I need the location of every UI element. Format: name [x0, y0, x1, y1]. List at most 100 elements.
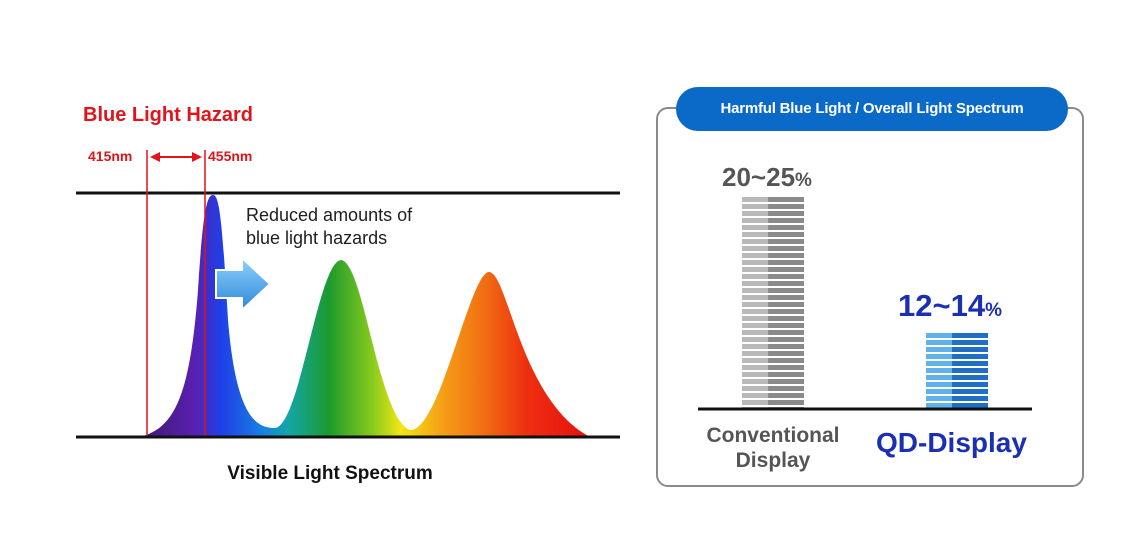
conventional-display-label: Conventional Display [698, 423, 848, 473]
conventional-value-number: 20~25 [722, 162, 796, 192]
qd-bar-stripe [952, 354, 988, 359]
conventional-bar-stripe [768, 204, 804, 209]
spectrum-caption: Visible Light Spectrum [227, 463, 433, 484]
conventional-bar-stripe [768, 218, 804, 223]
conventional-bar-stripe [768, 372, 804, 377]
spectrum-curve [140, 195, 590, 437]
annotation-line-1: Reduced amounts of [246, 205, 413, 225]
conventional-bar-stripe [742, 197, 769, 202]
conventional-bar-stripe [742, 211, 769, 216]
conventional-bar-stripe [768, 393, 804, 398]
conventional-bar-stripe [742, 218, 769, 223]
conventional-bar-stripe [742, 232, 769, 237]
conventional-bar-stripe [768, 330, 804, 335]
conventional-bar-stripe [742, 309, 769, 314]
qd-bar-stripe [926, 368, 953, 373]
conventional-bar-stripe [742, 225, 769, 230]
conventional-bar-stripe [768, 365, 804, 370]
conventional-bar-stripe [768, 239, 804, 244]
qd-bar-stripe [926, 403, 953, 408]
conventional-bar-stripe [742, 372, 769, 377]
qd-bar-stripe [952, 375, 988, 380]
conventional-bar-stripe [742, 358, 769, 363]
range-start-label: 415nm [88, 148, 133, 164]
blue-light-hazard-title: Blue Light Hazard [83, 104, 254, 126]
conventional-bar-stripe [768, 232, 804, 237]
conventional-bar-stripe [768, 309, 804, 314]
reduced-hazards-annotation: Reduced amounts of blue light hazards [246, 204, 412, 250]
conventional-bar-stripe [768, 344, 804, 349]
conventional-bar-stripe [742, 386, 769, 391]
conventional-bar-stripe [742, 253, 769, 258]
qd-bar-stripe [952, 389, 988, 394]
conventional-bar-stripe [742, 330, 769, 335]
conventional-bar-stripe [742, 281, 769, 286]
qd-bar-stripe [952, 361, 988, 366]
conventional-bar-stripe [768, 400, 804, 405]
qd-bar-stripe [952, 403, 988, 408]
conventional-bar-stripe [768, 246, 804, 251]
panel-header: Harmful Blue Light / Overall Light Spect… [676, 87, 1068, 131]
conventional-bar-stripe [768, 267, 804, 272]
conventional-bar-stripe [768, 386, 804, 391]
qd-bar-stripe [926, 375, 953, 380]
conventional-bar-stripe [742, 393, 769, 398]
conventional-bar-stripe [768, 316, 804, 321]
qd-bar-stripe [926, 340, 953, 345]
range-arrowhead-left [150, 152, 160, 162]
qd-bar-stripe [926, 389, 953, 394]
conventional-bar-stripe [742, 400, 769, 405]
conventional-bar-stripe [742, 274, 769, 279]
qd-bar-stripe [952, 340, 988, 345]
conventional-bar-stripe [742, 204, 769, 209]
conventional-bar-stripe [742, 351, 769, 356]
conventional-bar-stripe [768, 288, 804, 293]
conventional-bar-stripe [768, 281, 804, 286]
conventional-bar-stripe [768, 323, 804, 328]
conventional-bar-stripe [768, 302, 804, 307]
conventional-bar-stripe [742, 260, 769, 265]
conventional-bar-stripe [742, 323, 769, 328]
qd-bar [926, 333, 988, 408]
qd-bar-stripe [926, 354, 953, 359]
conventional-bar-stripe [742, 239, 769, 244]
conventional-bar-stripe [742, 379, 769, 384]
reduced-arrow-icon [215, 255, 272, 313]
conventional-bar-stripe [742, 337, 769, 342]
conventional-bar-stripe [768, 211, 804, 216]
range-end-label: 455nm [208, 148, 253, 164]
conventional-bar-stripe [742, 295, 769, 300]
conventional-bar-stripe [742, 365, 769, 370]
conventional-bar-stripe [768, 351, 804, 356]
qd-bar-stripe [926, 333, 953, 338]
qd-display-label: QD-Display [876, 427, 1027, 458]
conventional-label-line-2: Display [735, 449, 811, 472]
conventional-bar-stripe [742, 316, 769, 321]
qd-bar-stripe [952, 382, 988, 387]
qd-bar-stripe [926, 361, 953, 366]
qd-bar-stripe [952, 347, 988, 352]
qd-bar-stripe [952, 368, 988, 373]
conventional-bar [742, 197, 804, 408]
conventional-label-line-1: Conventional [706, 424, 840, 447]
conventional-bar-stripe [768, 358, 804, 363]
conventional-bar-stripe [742, 288, 769, 293]
qd-bar-stripe [926, 396, 953, 401]
conventional-bar-stripe [768, 225, 804, 230]
conventional-bar-stripe [768, 197, 804, 202]
range-arrowhead-right [192, 152, 202, 162]
conventional-bar-stripe [742, 267, 769, 272]
conventional-bar-stripe [768, 253, 804, 258]
conventional-bar-stripe [768, 295, 804, 300]
qd-bar-stripe [952, 333, 988, 338]
annotation-line-2: blue light hazards [246, 228, 388, 248]
conventional-bar-stripe [768, 337, 804, 342]
qd-value-unit: % [985, 300, 1002, 321]
conventional-bar-stripe [742, 302, 769, 307]
qd-value: 12~14% [898, 288, 1002, 324]
qd-bar-stripe [926, 347, 953, 352]
conventional-bar-stripe [768, 379, 804, 384]
qd-value-number: 12~14 [898, 288, 986, 323]
